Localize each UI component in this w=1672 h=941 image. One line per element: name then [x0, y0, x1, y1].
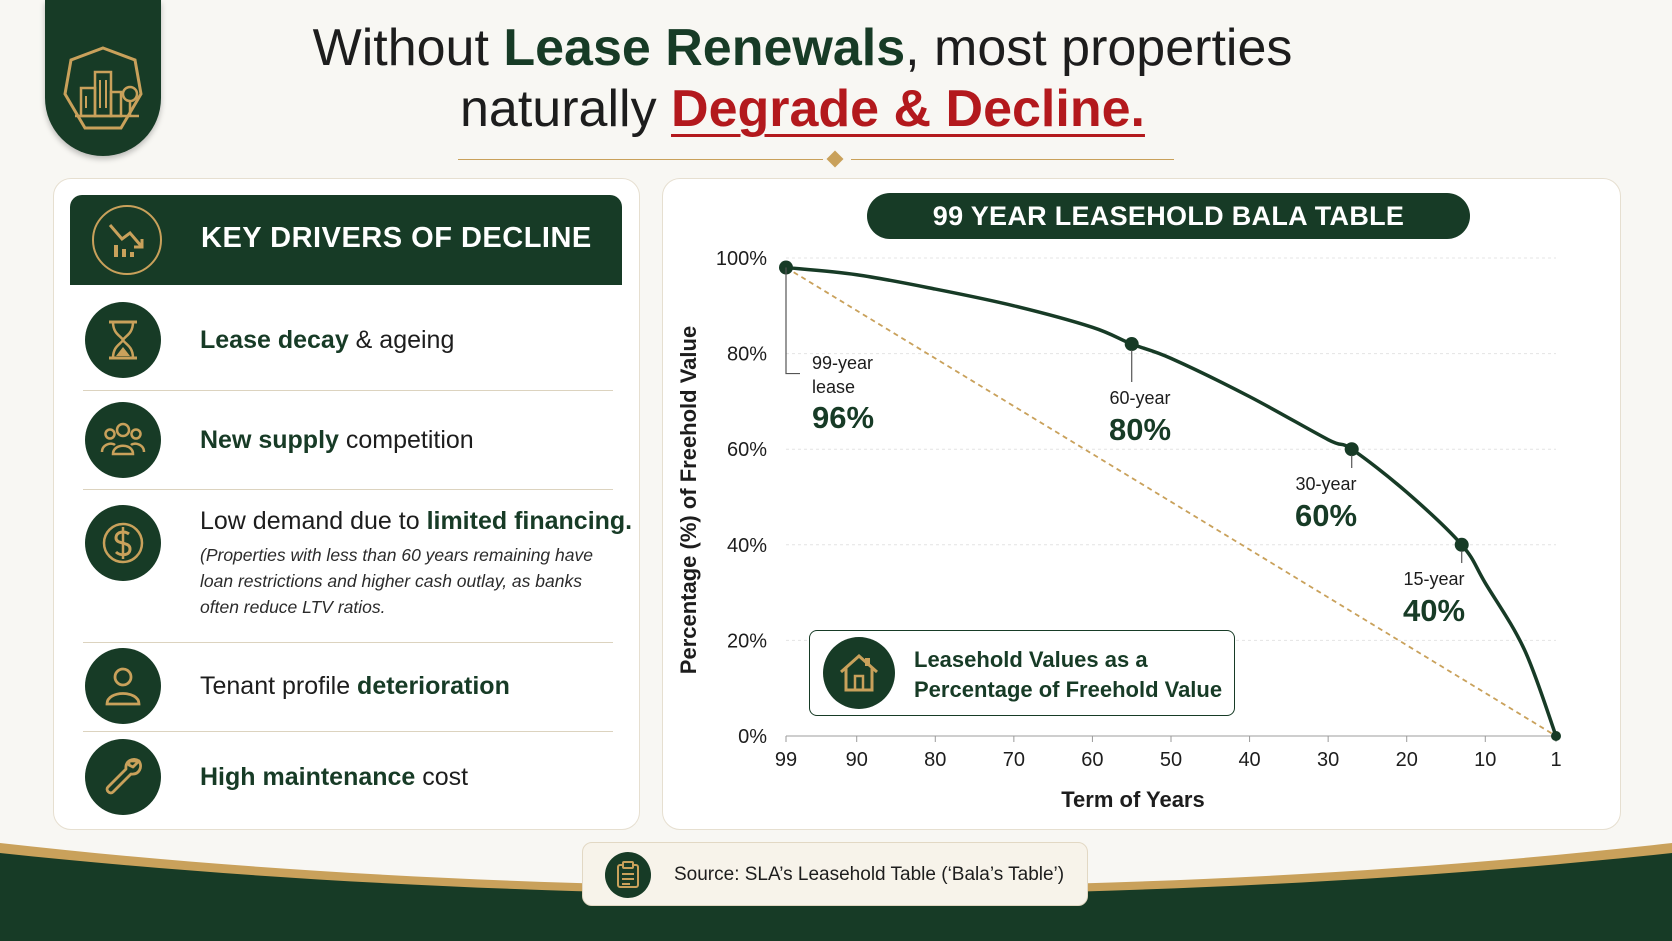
annotation-leader: [785, 267, 800, 375]
annotation-label: 60-year: [1109, 388, 1170, 408]
x-tick-label: 80: [924, 749, 946, 771]
financing-note: (Properties with less than 60 years rema…: [200, 545, 593, 617]
chart-title: 99 YEAR LEASEHOLD BALA TABLE: [867, 193, 1470, 239]
declining-chart-icon: [92, 205, 162, 275]
y-tick-label: 0%: [738, 726, 767, 748]
y-axis-title: Percentage (%) of Freehold Value: [676, 326, 701, 674]
title-divider-right: [851, 159, 1174, 160]
x-tick-label: 60: [1081, 749, 1103, 771]
x-tick-label: 1: [1550, 749, 1561, 771]
data-point: [1551, 731, 1561, 741]
divider: [83, 390, 613, 391]
x-tick-label: 30: [1317, 749, 1339, 771]
city-buildings-icon: [63, 46, 143, 130]
annotation-label: 15-year: [1403, 569, 1464, 589]
annotation-label: 99-year: [812, 353, 873, 373]
drivers-header: KEY DRIVERS OF DECLINE: [70, 195, 622, 285]
x-axis-title: Term of Years: [1061, 787, 1204, 812]
chart-legend: Leasehold Values as a Percentage of Free…: [809, 630, 1235, 716]
x-tick-label: 99: [775, 749, 797, 771]
reference-line: [785, 266, 1557, 737]
title-divider-left: [458, 159, 823, 160]
title-highlight-lease-renewals: Lease Renewals: [503, 19, 906, 77]
x-tick-label: 10: [1474, 749, 1496, 771]
data-point: [1454, 537, 1469, 552]
y-tick-label: 60%: [727, 439, 767, 461]
annotation-value: 40%: [1403, 593, 1465, 628]
y-tick-label: 80%: [727, 344, 767, 366]
data-point: [1344, 442, 1359, 457]
annotation-value: 60%: [1295, 498, 1357, 533]
divider: [83, 731, 613, 732]
annotation-value: 96%: [812, 400, 874, 435]
clipboard-icon: [605, 852, 651, 898]
divider: [83, 642, 613, 643]
people-group-icon: [85, 402, 161, 478]
x-tick-label: 20: [1396, 749, 1418, 771]
legend-label: Leasehold Values as a Percentage of Free…: [914, 647, 1223, 702]
drivers-card: [53, 178, 640, 830]
title-divider-diamond: [826, 150, 844, 168]
title-highlight-degrade-decline: Degrade & Decline.: [671, 80, 1145, 138]
x-tick-label: 90: [846, 749, 868, 771]
annotation-value: 80%: [1109, 412, 1171, 447]
hourglass-icon: [85, 302, 161, 378]
page-title: Without Lease Renewals, most properties …: [312, 19, 1293, 138]
x-tick-label: 70: [1003, 749, 1025, 771]
source-box: Source: SLA’s Leasehold Table (‘Bala’s T…: [582, 842, 1088, 906]
divider: [83, 489, 613, 490]
bala-chart: 0% 20% 40% 60% 80% 100% 99 90 80 70 60 50 40 30 20 10 1 T…: [676, 248, 1562, 812]
series-line: [784, 265, 1558, 738]
person-icon: [85, 648, 161, 724]
y-tick-label: 100%: [716, 248, 767, 270]
y-tick-label: 40%: [727, 535, 767, 557]
annotation-label: lease: [812, 377, 855, 397]
drivers-header-title: KEY DRIVERS OF DECLINE: [201, 222, 592, 254]
chart-card: [662, 178, 1621, 830]
house-icon: [823, 637, 895, 709]
data-point: [1124, 337, 1139, 352]
dollar-coin-icon: [85, 505, 161, 581]
wrench-icon: [85, 739, 161, 815]
x-tick-label: 50: [1160, 749, 1182, 771]
y-tick-label: 20%: [727, 630, 767, 652]
source-text: Source: SLA’s Leasehold Table (‘Bala’s T…: [674, 864, 1065, 885]
logo-badge: [45, 0, 161, 156]
annotation-label: 30-year: [1295, 474, 1356, 494]
x-tick-label: 40: [1238, 749, 1260, 771]
